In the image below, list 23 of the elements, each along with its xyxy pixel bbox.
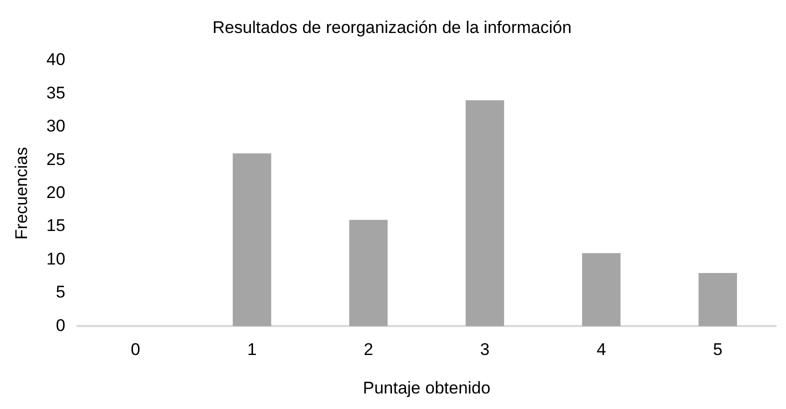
x-tick-label: 5 <box>713 340 723 360</box>
y-tick-label: 0 <box>56 316 66 335</box>
x-tick-label: 4 <box>596 340 606 360</box>
bar <box>466 100 504 326</box>
bar <box>698 273 737 326</box>
x-tick-label: 1 <box>247 340 257 360</box>
x-tick-label: 0 <box>130 340 140 360</box>
x-axis-title: Puntaje obtenido <box>362 378 490 398</box>
bar <box>349 220 388 326</box>
bar <box>232 153 272 326</box>
bar <box>582 253 621 326</box>
y-tick-label: 40 <box>46 50 66 70</box>
y-tick-label: 30 <box>46 116 66 136</box>
y-tick-label: 20 <box>46 182 66 202</box>
y-tick-label: 10 <box>46 249 66 268</box>
y-tick-label: 25 <box>46 150 66 169</box>
y-tick-label: 5 <box>56 282 66 302</box>
y-tick-label: 15 <box>46 216 66 236</box>
y-axis-title: Frecuencias <box>12 146 31 240</box>
x-tick-label: 3 <box>480 340 490 360</box>
chart-title: Resultados de reorganización de la información <box>212 18 572 37</box>
y-tick-label: 35 <box>46 83 66 102</box>
x-tick-label: 2 <box>364 340 374 360</box>
